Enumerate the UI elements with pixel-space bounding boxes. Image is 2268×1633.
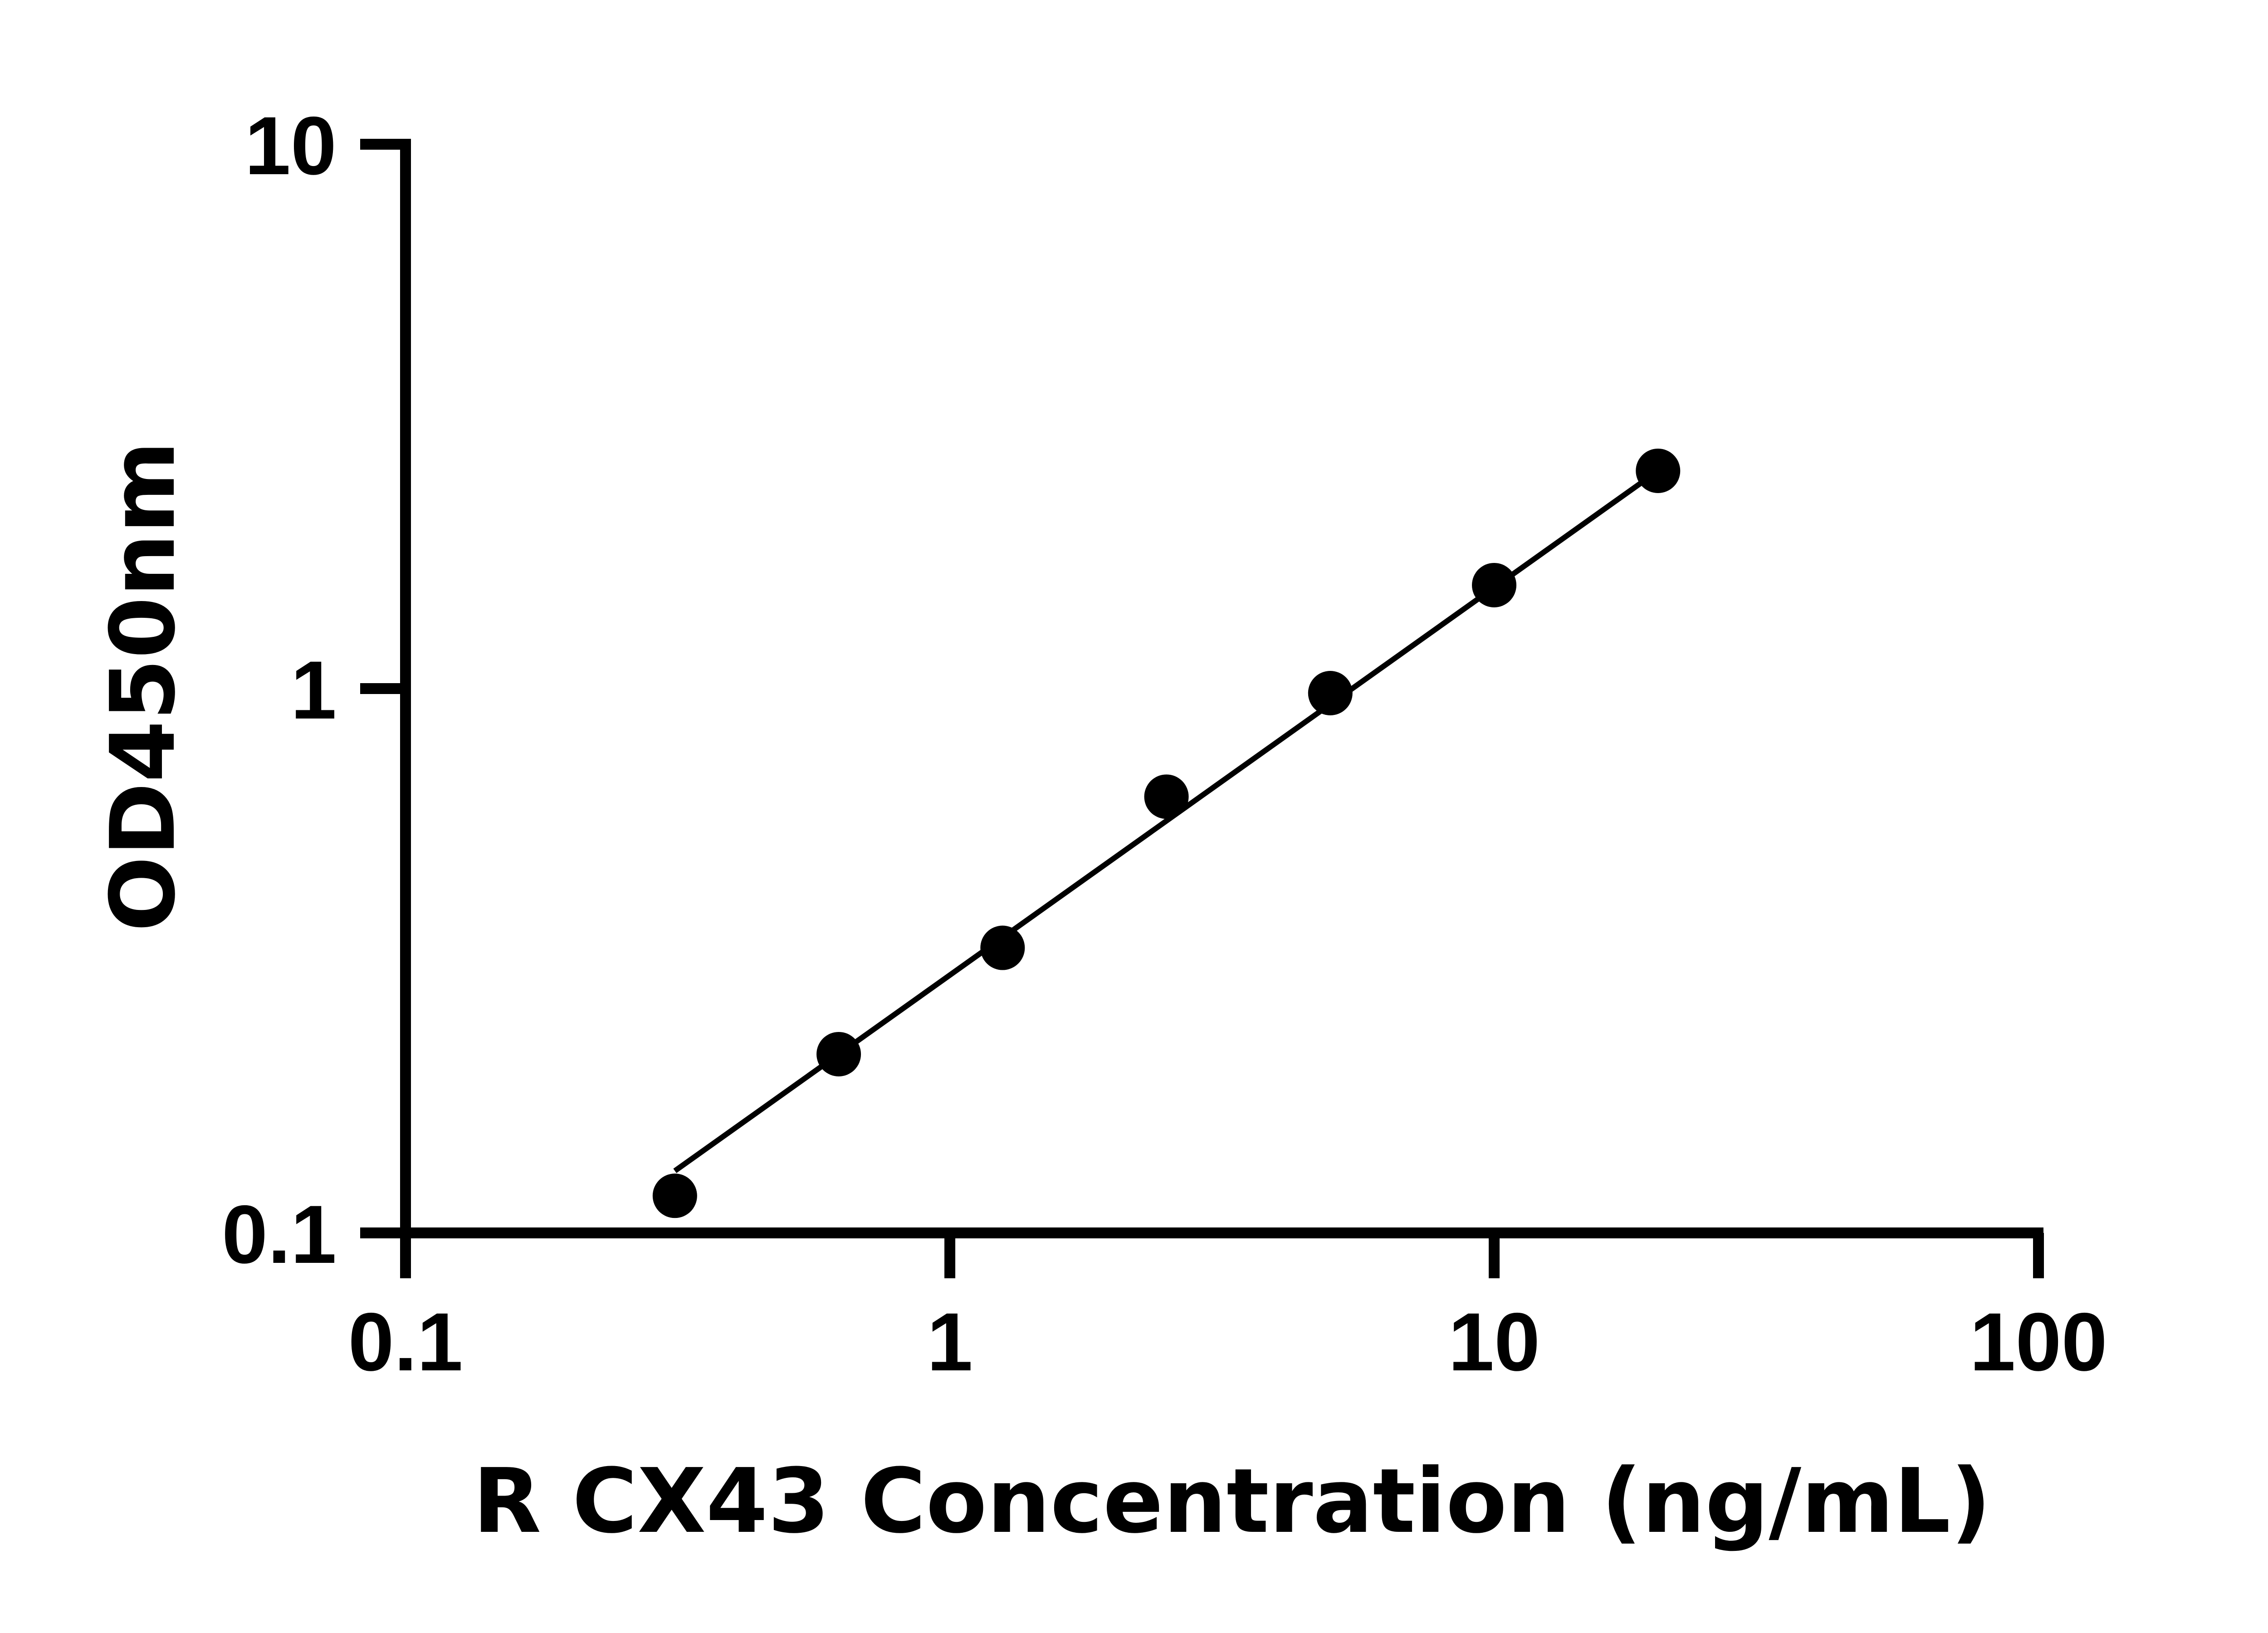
data-point <box>1636 448 1681 493</box>
x-axis-ticks <box>400 1233 2044 1278</box>
data-point <box>652 1173 697 1218</box>
x-tick-label: 0.1 <box>348 1296 463 1388</box>
x-axis-title: R CX43 Concentration (ng/mL) <box>473 1450 1991 1553</box>
y-tick-label: 0.1 <box>222 1188 337 1281</box>
y-axis-ticks <box>360 139 406 1238</box>
y-tick-label: 1 <box>291 644 337 736</box>
axes <box>360 139 2044 1278</box>
y-axis-title: OD450nm <box>92 441 195 932</box>
x-tick-label: 10 <box>1448 1296 1540 1388</box>
x-tick-label: 100 <box>1970 1296 2107 1388</box>
data-point <box>1472 562 1516 607</box>
data-point <box>1144 774 1189 819</box>
y-axis-tick-labels: 0.1 1 10 <box>222 99 337 1281</box>
x-tick-label: 1 <box>927 1296 973 1388</box>
data-point <box>980 925 1025 970</box>
data-point <box>816 1032 861 1076</box>
data-point <box>1308 670 1353 715</box>
x-axis-tick-labels: 0.1 1 10 100 <box>348 1296 2107 1388</box>
data-points <box>652 448 1681 1218</box>
y-tick-label: 10 <box>245 99 337 192</box>
